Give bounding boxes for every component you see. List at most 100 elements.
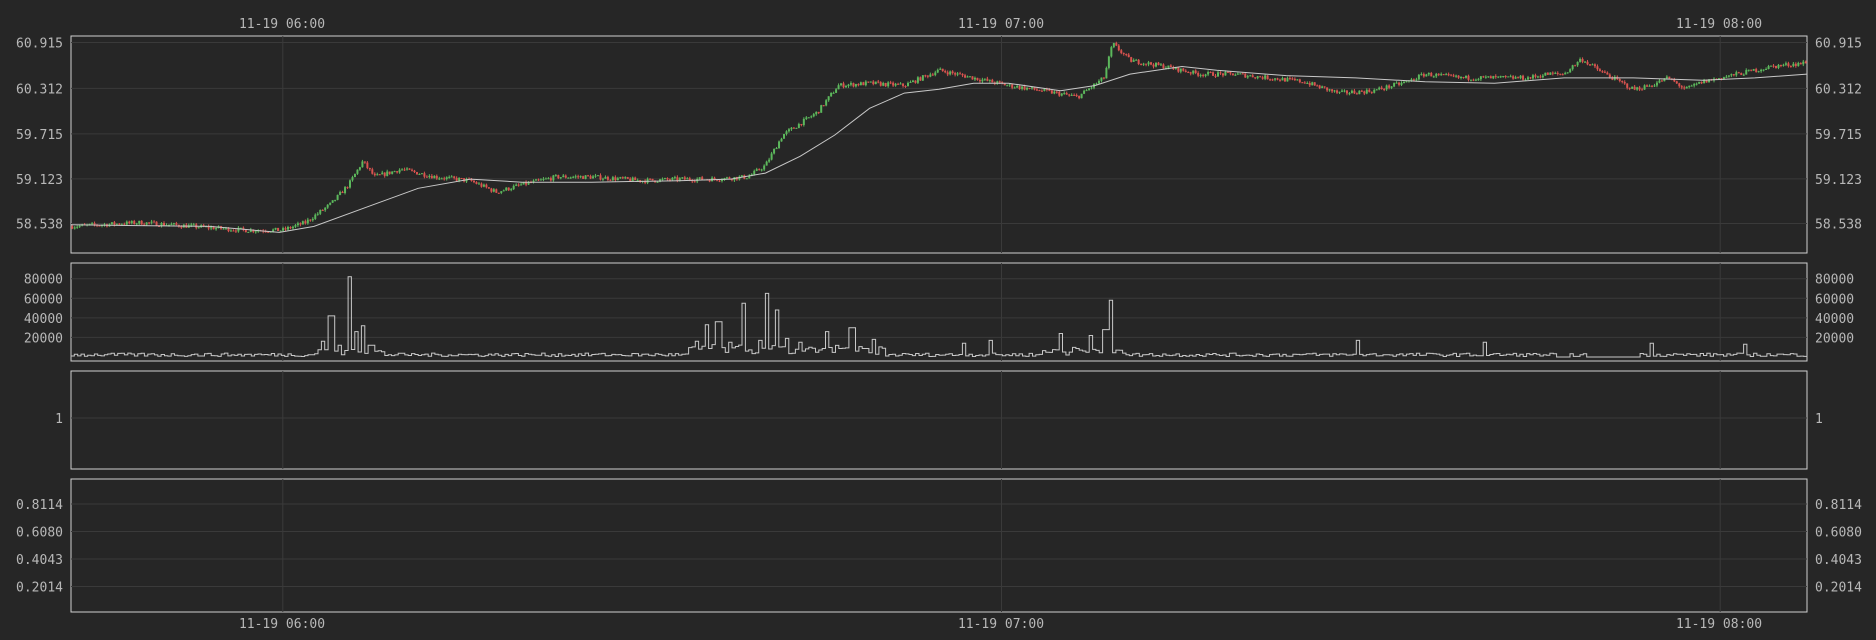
candle-body [1311, 82, 1314, 86]
candle-body [634, 177, 637, 181]
candle-body [862, 82, 865, 86]
candle-body [911, 80, 914, 82]
candle-body [371, 169, 374, 174]
candle-body [926, 75, 929, 77]
candle-body [1633, 86, 1636, 90]
candle-body [450, 176, 453, 178]
candle-body [1648, 85, 1651, 87]
candle-body [1517, 77, 1520, 79]
y-tick-label-right: 59.715 [1815, 128, 1862, 143]
candle-body [614, 177, 617, 181]
candle-body [197, 227, 200, 229]
candle-body [1484, 76, 1487, 78]
candle-body [1425, 74, 1428, 77]
candle-body [1740, 73, 1743, 75]
candle-body [775, 148, 778, 150]
candle-body [388, 171, 391, 174]
candle-body [959, 73, 962, 75]
candle-body [1358, 90, 1361, 95]
candle-body [1527, 77, 1529, 80]
candle-body [358, 167, 361, 170]
candle-body [1375, 89, 1378, 91]
candle-body [1184, 70, 1187, 73]
candle-body [138, 220, 141, 224]
y-tick-label-right: 40000 [1815, 312, 1854, 327]
candle-body [549, 178, 552, 181]
candle-body [728, 177, 731, 179]
candle-body [1065, 93, 1068, 95]
candle-body [1159, 64, 1162, 66]
candle-body [1226, 71, 1229, 73]
candle-body [1261, 77, 1264, 79]
candle-body [810, 116, 813, 118]
candle-body [971, 76, 974, 80]
candle-body [1155, 62, 1157, 67]
candle-body [1244, 73, 1247, 78]
candle-body [393, 171, 396, 173]
candle-body [1703, 79, 1706, 84]
candle-body [1655, 82, 1658, 86]
candle-body [894, 83, 897, 86]
candle-body [907, 82, 909, 87]
candle-body [356, 169, 359, 174]
candle-body [1705, 79, 1708, 83]
candle-body [1770, 65, 1773, 67]
y-tick-label-left: 0.4043 [16, 553, 63, 568]
candle-body [644, 180, 647, 183]
candle-body [492, 189, 495, 192]
candle-body [693, 181, 696, 183]
candle-body [1249, 75, 1252, 77]
candle-body [845, 86, 847, 88]
candle-body [525, 181, 528, 185]
candle-body [1112, 43, 1115, 48]
candle-body [1306, 82, 1309, 84]
candle-body [787, 129, 790, 132]
candle-body [537, 179, 540, 181]
candle-body [1539, 76, 1542, 78]
candle-body [745, 178, 748, 180]
candle-body [1514, 77, 1517, 79]
y-tick-label-right: 20000 [1815, 331, 1854, 346]
candle-body [879, 82, 882, 86]
candle-body [1288, 78, 1291, 80]
time-tick-label: 11-19 07:00 [958, 617, 1044, 632]
candle-body [1474, 79, 1477, 81]
candle-body [326, 204, 329, 208]
candle-body [936, 69, 939, 73]
candle-body [869, 81, 872, 83]
candle-body [835, 89, 838, 93]
candle-body [998, 81, 1001, 83]
candle-body [247, 231, 250, 233]
candle-body [996, 81, 999, 84]
candle-body [765, 161, 768, 166]
candle-body [594, 175, 597, 177]
candle-body [1142, 63, 1145, 65]
candle-body [830, 92, 833, 97]
candle-body [473, 180, 475, 183]
y-tick-label-left: 20000 [24, 331, 63, 346]
candle-body [931, 74, 934, 76]
candle-body [172, 223, 175, 225]
candle-body [1762, 69, 1765, 71]
candle-body [773, 148, 776, 154]
candle-body [854, 84, 857, 87]
candle-body [1323, 86, 1326, 88]
candle-body [1043, 88, 1046, 91]
candle-body [956, 73, 959, 75]
candle-body [1660, 80, 1663, 82]
candle-body [661, 178, 664, 180]
candle-body [1631, 86, 1634, 89]
y-tick-label-right: 60.312 [1815, 82, 1862, 97]
y-tick-label-left: 0.8114 [16, 498, 63, 513]
candle-body [1732, 74, 1735, 76]
candle-body [1338, 91, 1341, 93]
candle-body [1127, 54, 1130, 58]
candle-body [924, 75, 927, 77]
candle-body [435, 175, 438, 179]
candle-body [1162, 64, 1165, 69]
candle-body [239, 227, 242, 229]
candle-body [487, 187, 490, 189]
candle-body [130, 221, 133, 224]
candle-body [857, 84, 860, 86]
